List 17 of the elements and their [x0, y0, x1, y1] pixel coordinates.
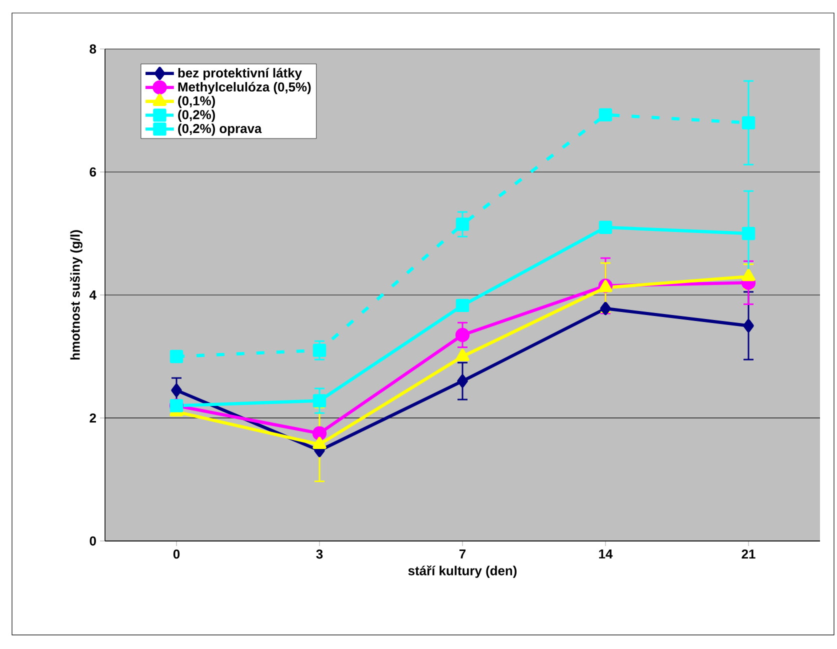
x-tick-label: 7: [459, 550, 466, 558]
y-axis-title: hmotnost sušiny (g/l): [70, 230, 82, 360]
x-tick-label: 14: [599, 550, 613, 558]
legend-label: (0,1%): [178, 96, 215, 108]
y-tick-label: 2: [90, 413, 96, 423]
legend-label: Methylcelulóza (0,5%): [178, 82, 311, 94]
x-axis-title: stáří kultury (den): [408, 566, 517, 578]
y-tick-label: 6: [90, 167, 96, 177]
y-tick-label: 8: [90, 44, 96, 54]
legend-label: bez protektivní látky: [178, 68, 302, 80]
legend-label: (0,2%): [178, 110, 215, 122]
x-tick-label: 21: [742, 550, 756, 559]
x-tick-label: 3: [316, 550, 323, 559]
legend-label: (0,2%) oprava: [178, 124, 262, 136]
y-tick-label: 4: [89, 290, 96, 300]
x-tick-label: 0: [173, 550, 180, 559]
y-tick-label: 0: [90, 536, 96, 546]
